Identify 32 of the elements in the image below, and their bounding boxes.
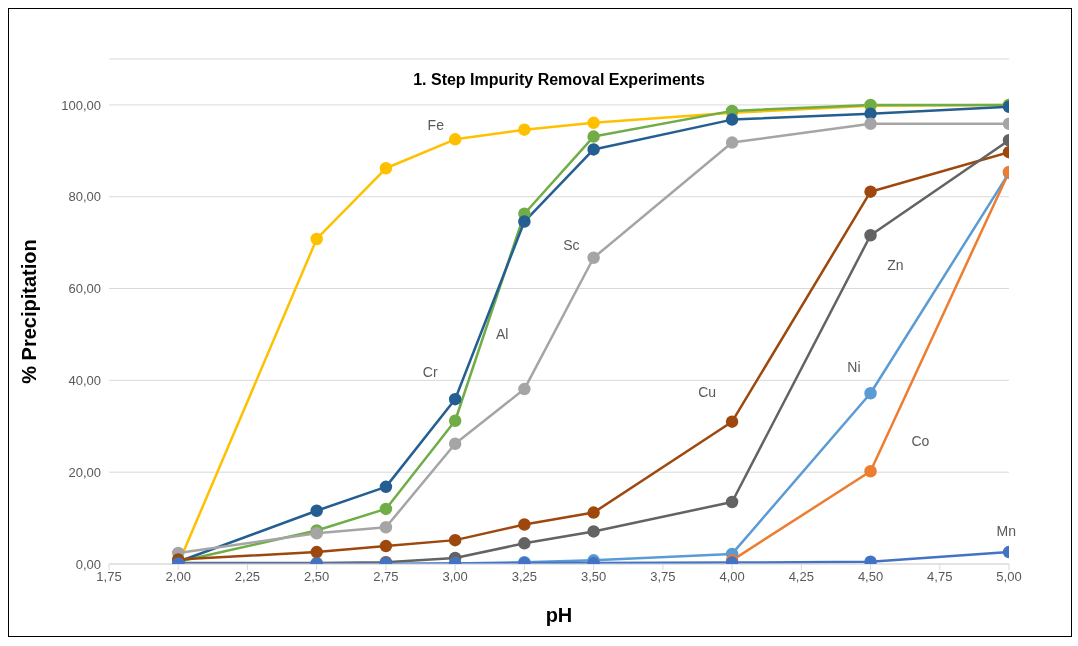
y-tick-label: 20,00 bbox=[68, 464, 101, 480]
y-tick-label: 100,00 bbox=[61, 97, 101, 113]
y-tick-label: 40,00 bbox=[68, 372, 101, 388]
series-label: Co bbox=[911, 433, 930, 450]
x-tick-label: 5,00 bbox=[996, 569, 1022, 585]
series-label: Zn bbox=[887, 256, 904, 273]
x-tick-label: 2,00 bbox=[165, 569, 191, 585]
series-label: Sc bbox=[563, 236, 580, 253]
y-tick-label: 0,00 bbox=[75, 556, 101, 572]
y-tick-label: 60,00 bbox=[68, 281, 101, 297]
x-tick-label: 4,25 bbox=[788, 569, 814, 585]
x-tick-label: 2,75 bbox=[373, 569, 399, 585]
series-label: Cr bbox=[422, 363, 438, 380]
x-tick-label: 3,25 bbox=[511, 569, 538, 585]
series-label: Cu bbox=[698, 384, 717, 401]
series-label: Al bbox=[495, 326, 509, 343]
x-tick-label: 4,75 bbox=[927, 569, 953, 585]
x-tick-label: 2,25 bbox=[234, 569, 261, 585]
x-tick-label: 3,75 bbox=[650, 569, 676, 585]
series-label: Fe bbox=[427, 116, 444, 133]
x-axis-title: pH bbox=[545, 604, 573, 626]
series-label: Mn bbox=[996, 523, 1016, 540]
series-label: Ni bbox=[847, 358, 861, 375]
text: 1. Step Impurity Removal Experiments bbox=[412, 71, 706, 89]
x-tick-label: 3,50 bbox=[580, 569, 607, 585]
x-tick-label: 3,00 bbox=[442, 569, 468, 585]
x-tick-label: 4,50 bbox=[857, 569, 884, 585]
x-tick-label: 2,50 bbox=[304, 569, 330, 585]
x-tick-label: 1,75 bbox=[96, 569, 122, 585]
x-tick-label: 4,00 bbox=[719, 569, 745, 585]
y-axis-title: % Precipitation bbox=[18, 239, 41, 384]
y-tick-label: 80,00 bbox=[68, 189, 101, 205]
